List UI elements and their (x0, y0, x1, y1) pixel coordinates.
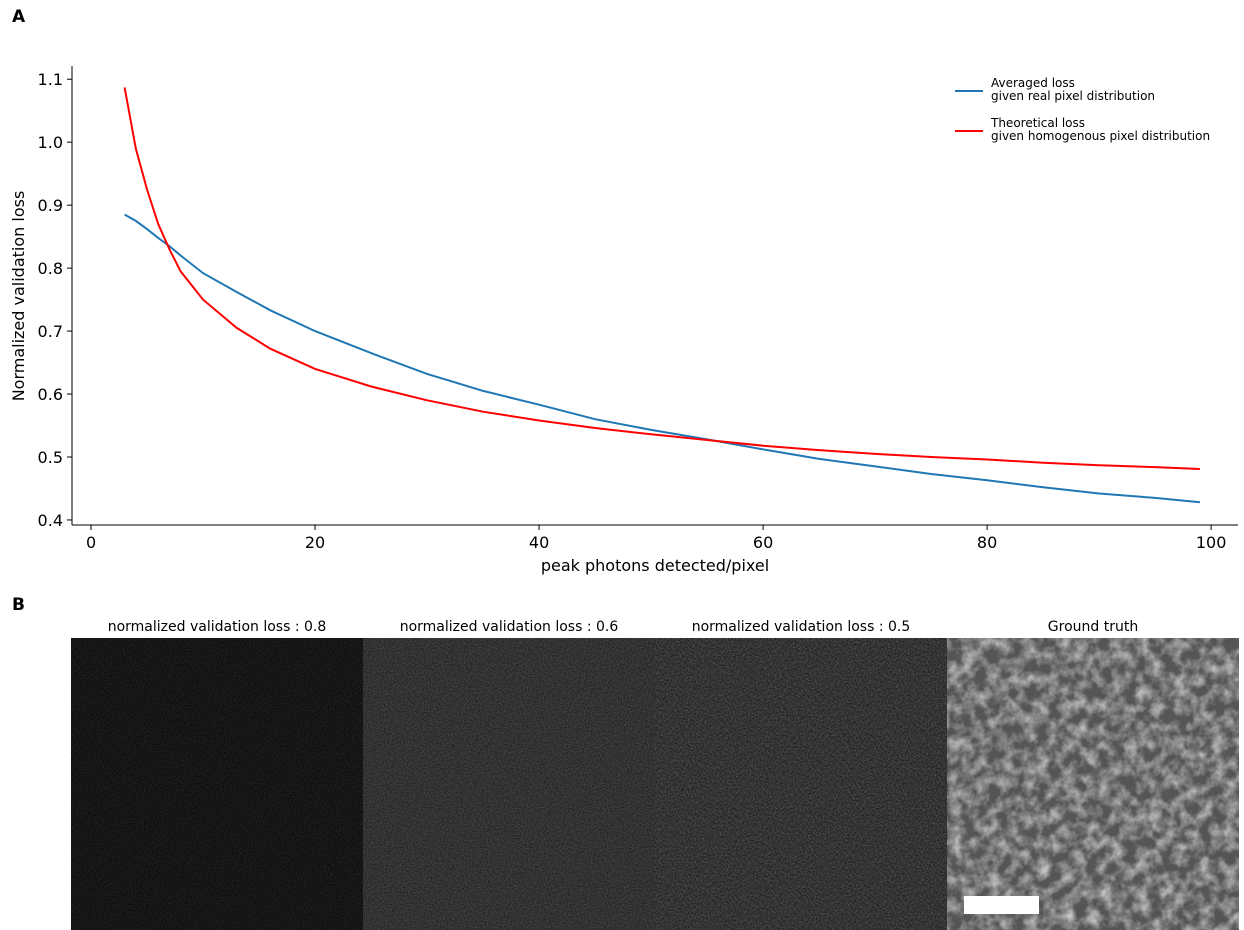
y-tick-label: 0.9 (38, 196, 63, 215)
image (947, 638, 1239, 930)
y-tick-label: 1.0 (38, 133, 63, 152)
image-title: Ground truth (1048, 619, 1138, 635)
legend-label: Theoretical loss given homogenous pixel … (991, 116, 1211, 143)
y-tick-label: 0.8 (38, 259, 63, 278)
x-tick-label: 20 (305, 533, 325, 552)
series-line (124, 213, 1200, 504)
x-tick-label: 100 (1196, 533, 1227, 552)
x-axis-title: peak photons detected/pixel (541, 556, 769, 575)
y-tick-label: 1.1 (38, 70, 63, 89)
image-title: normalized validation loss : 0.8 (108, 619, 327, 635)
y-axis-title: Normalized validation loss (9, 191, 28, 402)
x-tick-label: 60 (753, 533, 773, 552)
image-title: normalized validation loss : 0.5 (692, 619, 911, 635)
y-tick-label: 0.5 (38, 448, 63, 467)
x-tick-label: 80 (977, 533, 997, 552)
image (655, 638, 947, 930)
x-tick-label: 40 (529, 533, 549, 552)
scale-bar (964, 896, 1039, 914)
panel-label: A (12, 7, 26, 27)
image-title: normalized validation loss : 0.6 (400, 619, 619, 635)
image (363, 638, 655, 930)
panel-label: B (12, 595, 25, 615)
series-line (123, 87, 1200, 470)
x-tick-label: 0 (86, 533, 96, 552)
y-tick-label: 0.6 (38, 385, 63, 404)
y-tick-label: 0.4 (38, 511, 63, 530)
y-tick-label: 0.7 (38, 322, 63, 341)
image (71, 638, 363, 930)
legend-label: Averaged loss given real pixel distribut… (991, 76, 1156, 103)
